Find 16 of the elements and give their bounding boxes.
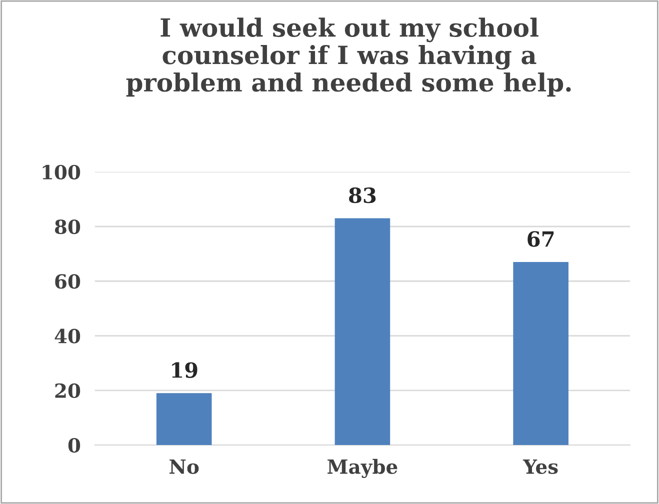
- bar: [156, 393, 212, 446]
- y-tick-label: 0: [68, 438, 80, 453]
- data-label: 67: [528, 231, 554, 247]
- y-tick-label: 20: [55, 383, 80, 398]
- bar: [513, 262, 568, 446]
- bar: [334, 218, 390, 446]
- y-tick-label: 80: [54, 219, 80, 234]
- chart-title: I would seek out my school counselor if I was having a problem and needed some help.: [126, 18, 571, 97]
- data-label: 19: [172, 362, 198, 378]
- y-tick-label: 40: [54, 328, 80, 344]
- data-label: 83: [349, 187, 376, 204]
- x-tick-label: No: [170, 460, 199, 474]
- x-tick-label: Maybe: [328, 458, 398, 478]
- x-tick-label: Yes: [522, 460, 558, 474]
- y-tick-label: 60: [55, 274, 80, 289]
- y-tick-label: 100: [42, 164, 80, 180]
